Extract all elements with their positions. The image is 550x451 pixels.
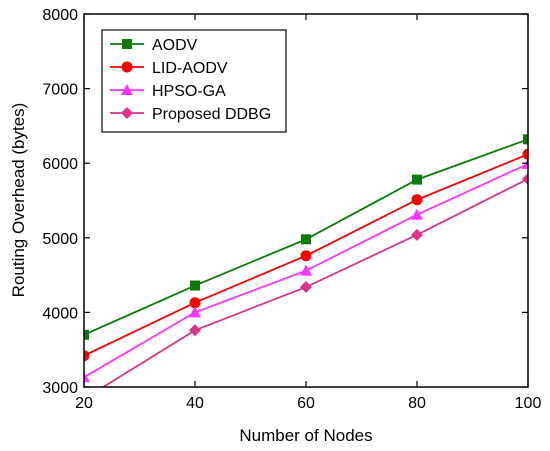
legend: AODV LID-AODV HPSO-GA Proposed DDBG [101,29,287,133]
series-proposed-ddbg [101,172,528,387]
y-tick-label: 5000 [42,231,78,248]
data-point-marker [411,194,423,206]
legend-marker [121,84,133,95]
data-point-marker [522,148,528,160]
data-point-marker [189,324,201,337]
data-point-marker [301,234,311,245]
data-point-marker [189,306,201,318]
data-point-marker [522,172,528,185]
y-tick-label: 3000 [42,380,78,397]
data-point-marker [300,281,312,294]
legend-label: LID-AODV [152,60,228,77]
series-aodv [84,134,528,340]
series-layer [84,134,528,387]
data-point-marker [84,329,89,340]
legend-marker [121,107,133,119]
legend-label: AODV [152,37,198,54]
data-point-marker [84,371,90,383]
data-point-marker [411,228,423,241]
legend-marker [122,39,132,49]
legend-marker [121,61,133,73]
data-point-marker [523,134,528,145]
data-point-marker [300,250,312,262]
x-tick-label: 80 [408,395,426,412]
series-lid-aodv [84,148,528,362]
x-tick-label: 60 [297,395,315,412]
legend-label: HPSO-GA [152,83,226,100]
x-tick-label: 40 [186,395,204,412]
y-tick-label: 4000 [42,305,78,322]
y-tick-label: 8000 [42,7,78,24]
data-point-marker [189,297,201,309]
data-point-marker [411,208,423,220]
data-point-marker [300,264,312,276]
data-point-marker [84,350,90,362]
x-tick-label: 20 [75,395,93,412]
data-point-marker [190,280,200,291]
y-axis-title: Routing Overhead (bytes) [9,103,28,298]
legend-label: Proposed DDBG [152,106,271,123]
x-axis-title: Number of Nodes [239,426,372,445]
y-tick-label: 6000 [42,156,78,173]
legend-box [101,29,287,133]
data-point-marker [412,174,422,185]
axes-layer: 20 40 60 80 100 3000 4000 5000 6000 7000 8000 [42,7,541,412]
series-hpso-ga [84,157,528,383]
y-tick-label: 7000 [42,82,78,99]
x-tick-label: 100 [515,395,542,412]
